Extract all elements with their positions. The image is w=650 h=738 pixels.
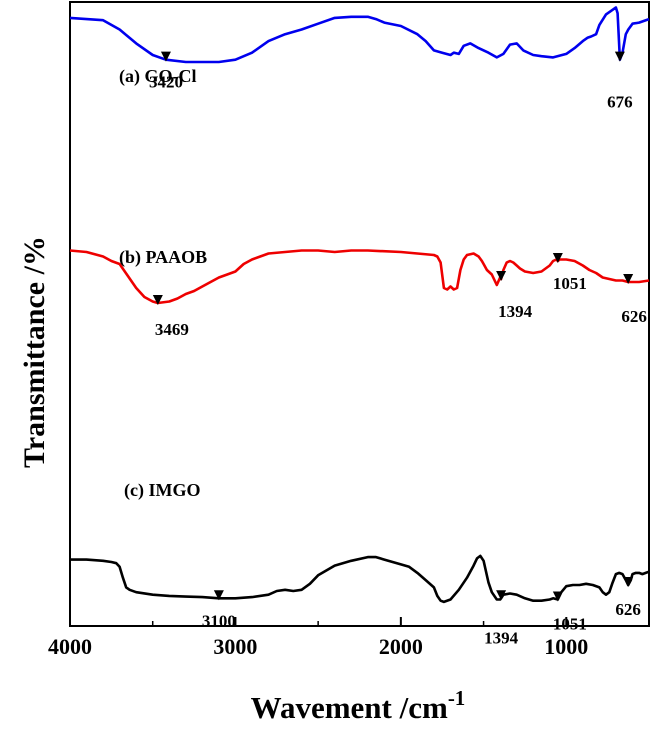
annotation-label: 1394 [498, 302, 533, 321]
annotation-layer: 3420 676 3469 1394 1051 626 3100 1394 1051 626 [149, 51, 647, 647]
x-axis-ticks: 4000 3000 2000 1000 [48, 617, 650, 659]
plot-frame [69, 1, 650, 627]
annotation-label: 626 [621, 307, 647, 326]
x-tick-label: 2000 [379, 634, 423, 659]
series-line-1 [69, 6, 650, 64]
x-tick-label: 3000 [213, 634, 257, 659]
annotation-arrow [496, 590, 507, 601]
series-label-3: (c) IMGO [124, 480, 200, 501]
series-label-1: (a) GO-Cl [119, 66, 196, 87]
x-axis-label-text: Wavement /cm [251, 690, 448, 725]
annotation-arrow [623, 274, 634, 284]
series-label-2: (b) PAAOB [119, 247, 207, 268]
annotation-arrow [152, 295, 163, 305]
x-tick-label: 4000 [48, 634, 92, 659]
annotation-label: 3469 [155, 320, 189, 339]
annotation-arrow [623, 576, 634, 587]
annotation-label: 1051 [553, 274, 587, 293]
series-line-3 [70, 554, 650, 604]
y-axis-label: Transmittance /% [18, 236, 51, 468]
annotation-label: 3420 [149, 73, 183, 92]
x-axis-label-superscript: -1 [448, 686, 466, 710]
annotation-label: 1394 [484, 628, 519, 647]
series-line-2 [69, 249, 650, 305]
annotation-arrow [552, 253, 563, 263]
series-labels-layer: (a) GO-Cl (b) PAAOB (c) IMGO [119, 66, 207, 501]
series-layer [69, 6, 650, 604]
plot-border [69, 1, 650, 627]
annotation-label: 3100 [202, 611, 236, 630]
annotation-arrow [614, 51, 625, 62]
annotation-label: 626 [615, 600, 641, 619]
annotation-arrow [213, 590, 224, 601]
annotation-arrow [552, 591, 563, 602]
x-tick-label: 1000 [544, 634, 588, 659]
annotation-arrow [496, 271, 507, 281]
annotation-label: 1051 [553, 615, 587, 634]
annotation-label: 676 [607, 93, 633, 112]
x-axis-label: Wavement /cm-1 [251, 686, 466, 725]
annotation-arrow [160, 51, 171, 62]
